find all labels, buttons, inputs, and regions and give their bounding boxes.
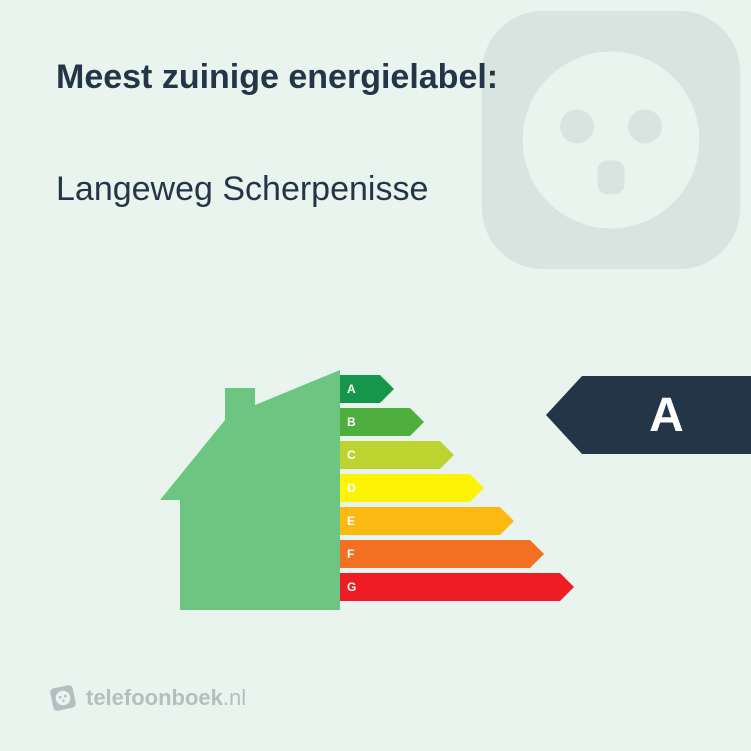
brand-tld: .nl — [223, 685, 246, 710]
result-badge: A — [546, 376, 751, 454]
brand-name: telefoonboek — [86, 685, 223, 710]
energy-bar-letter: G — [347, 573, 356, 601]
location-name: Langeweg Scherpenisse — [56, 170, 428, 209]
plug-watermark-icon — [441, 0, 751, 310]
energy-bar-letter: F — [347, 540, 354, 568]
energy-bar-letter: E — [347, 507, 355, 535]
energy-bar-letter: D — [347, 474, 356, 502]
footer-brand: telefoonboek.nl — [50, 685, 246, 711]
energy-bar-letter: C — [347, 441, 356, 469]
energy-bar-letter: B — [347, 408, 356, 436]
house-icon — [160, 370, 340, 620]
energy-label-graphic: ABCDEFG — [160, 370, 590, 620]
page-title: Meest zuinige energielabel: — [56, 58, 498, 97]
telefoonboek-logo-icon — [48, 683, 79, 714]
result-letter: A — [649, 388, 684, 443]
energy-bar-letter: A — [347, 375, 356, 403]
